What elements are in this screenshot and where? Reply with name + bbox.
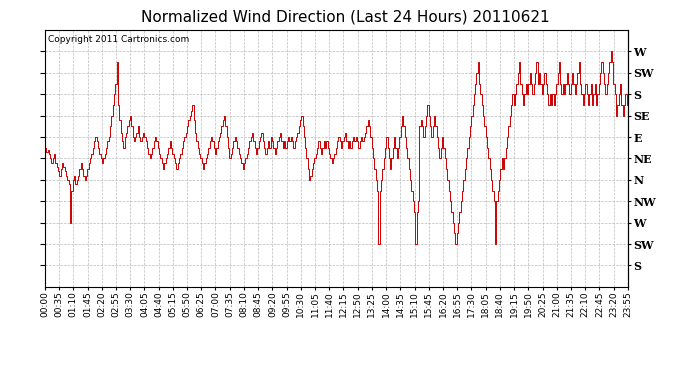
- Text: Copyright 2011 Cartronics.com: Copyright 2011 Cartronics.com: [48, 35, 189, 44]
- Text: Normalized Wind Direction (Last 24 Hours) 20110621: Normalized Wind Direction (Last 24 Hours…: [141, 9, 549, 24]
